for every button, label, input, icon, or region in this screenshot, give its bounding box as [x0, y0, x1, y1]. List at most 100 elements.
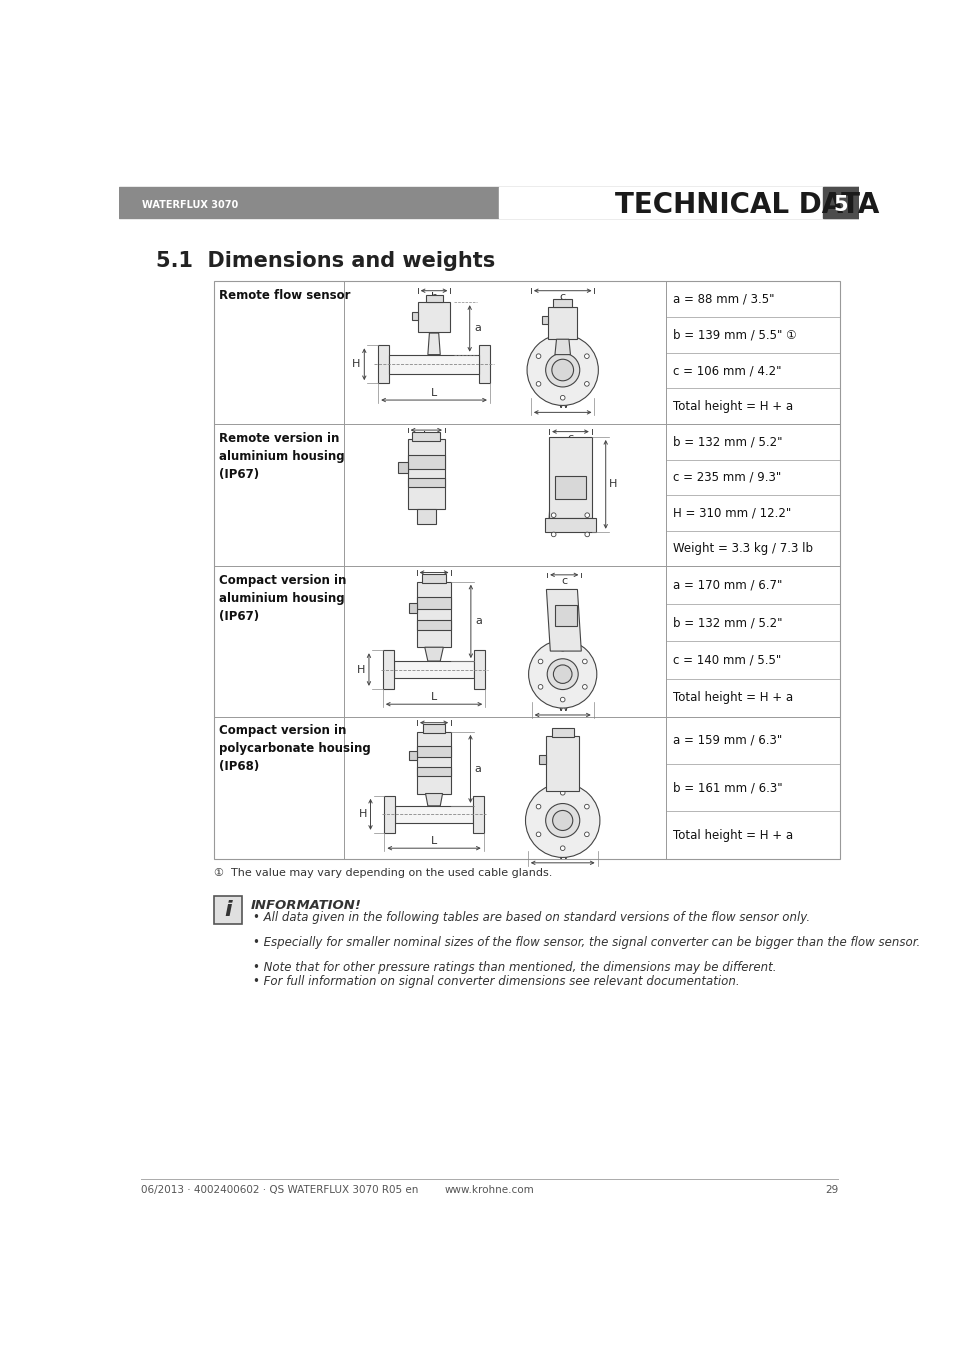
Text: b: b: [430, 292, 437, 301]
Text: a = 170 mm / 6.7": a = 170 mm / 6.7": [673, 578, 781, 592]
Text: L: L: [431, 692, 436, 703]
Bar: [416, 732, 451, 793]
Text: c = 140 mm / 5.5": c = 140 mm / 5.5": [673, 654, 781, 666]
Circle shape: [525, 784, 599, 858]
Text: • For full information on signal converter dimensions see relevant documentation: • For full information on signal convert…: [253, 975, 739, 988]
Text: H = 310 mm / 12.2": H = 310 mm / 12.2": [673, 507, 791, 519]
Text: Total height = H + a: Total height = H + a: [673, 692, 793, 704]
Circle shape: [584, 354, 589, 358]
Bar: [417, 303, 450, 331]
Text: a = 88 mm / 3.5": a = 88 mm / 3.5": [673, 293, 774, 305]
Text: a = 159 mm / 6.3": a = 159 mm / 6.3": [673, 734, 781, 747]
Circle shape: [582, 659, 586, 663]
Bar: [409, 751, 416, 761]
Bar: [553, 299, 572, 307]
Bar: [423, 724, 444, 734]
Text: a: a: [475, 616, 481, 627]
Bar: [416, 597, 451, 609]
Text: i: i: [224, 900, 232, 920]
Circle shape: [551, 359, 573, 381]
Text: b = 132 mm / 5.2": b = 132 mm / 5.2": [673, 616, 782, 630]
Text: H: H: [609, 480, 617, 489]
Bar: [412, 431, 439, 440]
Circle shape: [536, 354, 540, 358]
Text: W: W: [557, 851, 568, 861]
Circle shape: [545, 804, 579, 838]
Text: W: W: [557, 400, 568, 411]
Circle shape: [582, 685, 586, 689]
Bar: [382, 650, 394, 689]
Text: Remote flow sensor: Remote flow sensor: [219, 289, 351, 303]
Circle shape: [537, 659, 542, 663]
Bar: [416, 746, 451, 757]
Bar: [411, 312, 417, 320]
Circle shape: [551, 532, 556, 536]
Circle shape: [545, 353, 579, 386]
Polygon shape: [555, 339, 570, 354]
Bar: [398, 462, 407, 473]
Bar: [407, 478, 444, 488]
Bar: [119, 186, 858, 218]
Bar: [555, 605, 576, 627]
Text: 06/2013 · 4002400602 · QS WATERFLUX 3070 R05 en: 06/2013 · 4002400602 · QS WATERFLUX 3070…: [141, 1185, 417, 1194]
Circle shape: [559, 340, 564, 345]
Text: Compact version in
aluminium housing
(IP67): Compact version in aluminium housing (IP…: [219, 574, 346, 623]
Circle shape: [552, 811, 572, 831]
Bar: [384, 796, 395, 832]
Text: Total height = H + a: Total height = H + a: [673, 400, 793, 412]
Text: b = 132 mm / 5.2": b = 132 mm / 5.2": [673, 435, 782, 449]
Text: c: c: [567, 432, 573, 443]
Polygon shape: [424, 647, 443, 661]
Text: b = 139 mm / 5.5" ①: b = 139 mm / 5.5" ①: [673, 328, 796, 342]
Text: a: a: [475, 763, 481, 774]
Bar: [545, 517, 595, 532]
Circle shape: [584, 513, 589, 517]
Text: b: b: [430, 574, 437, 584]
Text: INFORMATION!: INFORMATION!: [251, 898, 361, 912]
Text: Total height = H + a: Total height = H + a: [673, 828, 793, 842]
Text: Remote version in
aluminium housing
(IP67): Remote version in aluminium housing (IP6…: [219, 431, 344, 481]
Text: Weight = 3.3 kg / 7.3 lb: Weight = 3.3 kg / 7.3 lb: [673, 542, 813, 555]
Circle shape: [553, 665, 572, 684]
Bar: [822, 186, 858, 218]
Text: c: c: [560, 576, 567, 586]
Bar: [394, 661, 474, 678]
Text: a: a: [474, 323, 480, 334]
Circle shape: [584, 381, 589, 386]
Text: TECHNICAL DATA: TECHNICAL DATA: [615, 192, 879, 219]
Circle shape: [536, 804, 540, 809]
Text: H: H: [356, 665, 365, 674]
Text: L: L: [431, 836, 436, 846]
Bar: [498, 186, 823, 218]
Text: b = 161 mm / 6.3": b = 161 mm / 6.3": [673, 781, 782, 794]
Bar: [416, 582, 451, 647]
Bar: [395, 805, 473, 823]
Polygon shape: [425, 793, 442, 805]
Circle shape: [559, 846, 564, 851]
Bar: [421, 574, 446, 584]
Circle shape: [547, 659, 578, 689]
Bar: [407, 439, 444, 508]
Text: • Especially for smaller nominal sizes of the flow sensor, the signal converter : • Especially for smaller nominal sizes o…: [253, 936, 919, 948]
Text: b: b: [422, 431, 430, 442]
Circle shape: [537, 685, 542, 689]
Text: L: L: [431, 388, 436, 399]
Circle shape: [551, 513, 556, 517]
Circle shape: [559, 697, 564, 703]
Text: ①  The value may vary depending on the used cable glands.: ① The value may vary depending on the us…: [213, 869, 552, 878]
Bar: [546, 736, 578, 792]
Circle shape: [559, 396, 564, 400]
Polygon shape: [554, 775, 571, 784]
Bar: [478, 346, 489, 384]
Bar: [416, 620, 451, 630]
Text: 29: 29: [824, 1185, 838, 1194]
Polygon shape: [555, 631, 570, 640]
Polygon shape: [427, 334, 439, 354]
Bar: [538, 755, 546, 765]
Bar: [213, 281, 840, 859]
Bar: [547, 307, 577, 339]
Text: WATERFLUX 3070: WATERFLUX 3070: [142, 200, 238, 211]
Circle shape: [584, 804, 589, 809]
Text: b: b: [430, 724, 437, 734]
Bar: [425, 295, 442, 303]
